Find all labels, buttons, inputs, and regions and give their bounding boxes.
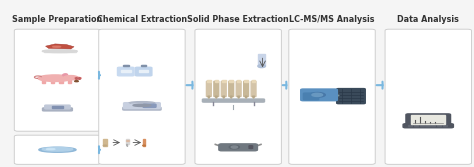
Bar (408, 125, 412, 126)
Ellipse shape (42, 147, 73, 151)
FancyBboxPatch shape (124, 103, 160, 108)
Text: Sample Preparation: Sample Preparation (12, 15, 102, 24)
Ellipse shape (231, 146, 237, 148)
FancyBboxPatch shape (14, 135, 100, 164)
Bar (126, 139, 129, 144)
FancyBboxPatch shape (123, 107, 161, 110)
Bar (42, 80, 46, 83)
Bar (431, 125, 435, 126)
FancyBboxPatch shape (221, 81, 226, 97)
FancyBboxPatch shape (202, 99, 264, 102)
Bar (215, 80, 218, 81)
FancyBboxPatch shape (251, 81, 256, 97)
Polygon shape (215, 96, 218, 98)
Text: Chemical Extraction: Chemical Extraction (97, 15, 187, 24)
Ellipse shape (133, 104, 151, 106)
Ellipse shape (39, 147, 76, 152)
FancyBboxPatch shape (214, 81, 219, 97)
Ellipse shape (309, 93, 325, 97)
FancyBboxPatch shape (195, 29, 282, 164)
FancyBboxPatch shape (219, 144, 257, 151)
Bar (425, 125, 429, 126)
Ellipse shape (103, 145, 107, 146)
Text: Solid Phase Extraction: Solid Phase Extraction (187, 15, 289, 24)
FancyBboxPatch shape (14, 29, 100, 131)
Text: LC-MS/MS Analysis: LC-MS/MS Analysis (289, 15, 375, 24)
Bar (52, 106, 63, 108)
Bar (419, 125, 424, 126)
Bar (51, 80, 54, 83)
Ellipse shape (63, 74, 67, 76)
FancyBboxPatch shape (43, 108, 73, 111)
Ellipse shape (229, 145, 239, 149)
FancyBboxPatch shape (406, 114, 451, 125)
Polygon shape (230, 96, 232, 98)
Ellipse shape (75, 77, 81, 79)
Polygon shape (126, 144, 128, 146)
Bar (229, 80, 233, 81)
Ellipse shape (46, 149, 55, 150)
Ellipse shape (312, 93, 323, 96)
Bar (124, 65, 128, 68)
Bar (121, 70, 131, 72)
FancyBboxPatch shape (143, 104, 156, 107)
Bar (411, 115, 446, 124)
FancyBboxPatch shape (303, 93, 319, 100)
FancyBboxPatch shape (236, 81, 241, 97)
FancyBboxPatch shape (45, 105, 70, 109)
FancyBboxPatch shape (301, 89, 337, 101)
Ellipse shape (38, 75, 72, 81)
Bar (126, 140, 129, 141)
Bar (252, 80, 255, 81)
Bar (123, 65, 128, 66)
Bar (244, 80, 248, 81)
Bar (443, 125, 447, 126)
Bar (237, 80, 240, 81)
Ellipse shape (249, 146, 253, 147)
Ellipse shape (75, 81, 78, 82)
FancyBboxPatch shape (118, 67, 134, 76)
FancyBboxPatch shape (99, 29, 185, 164)
Polygon shape (252, 96, 255, 98)
Ellipse shape (258, 65, 265, 68)
Bar (407, 124, 449, 125)
Ellipse shape (42, 50, 77, 53)
FancyBboxPatch shape (385, 29, 472, 164)
Bar (103, 139, 107, 145)
Text: Data Analysis: Data Analysis (397, 15, 459, 24)
Bar (222, 80, 226, 81)
Bar (258, 54, 265, 66)
Ellipse shape (64, 75, 78, 80)
FancyBboxPatch shape (207, 81, 211, 97)
FancyBboxPatch shape (229, 81, 234, 97)
Bar (141, 65, 146, 66)
Bar (207, 80, 210, 81)
Polygon shape (208, 96, 210, 98)
FancyBboxPatch shape (136, 67, 152, 76)
Polygon shape (245, 96, 247, 98)
Ellipse shape (249, 147, 253, 148)
FancyBboxPatch shape (289, 29, 375, 164)
PathPatch shape (46, 44, 74, 49)
FancyBboxPatch shape (403, 124, 454, 128)
Bar (437, 125, 441, 126)
FancyBboxPatch shape (337, 89, 365, 104)
Bar (68, 80, 71, 83)
Ellipse shape (53, 46, 61, 47)
Polygon shape (223, 96, 225, 98)
Bar (139, 70, 148, 72)
Bar (143, 139, 146, 145)
Ellipse shape (143, 145, 146, 146)
Polygon shape (237, 96, 240, 98)
FancyBboxPatch shape (244, 81, 248, 97)
Bar (59, 80, 63, 83)
Bar (142, 65, 146, 68)
Bar (414, 125, 418, 126)
Bar (44, 51, 76, 52)
